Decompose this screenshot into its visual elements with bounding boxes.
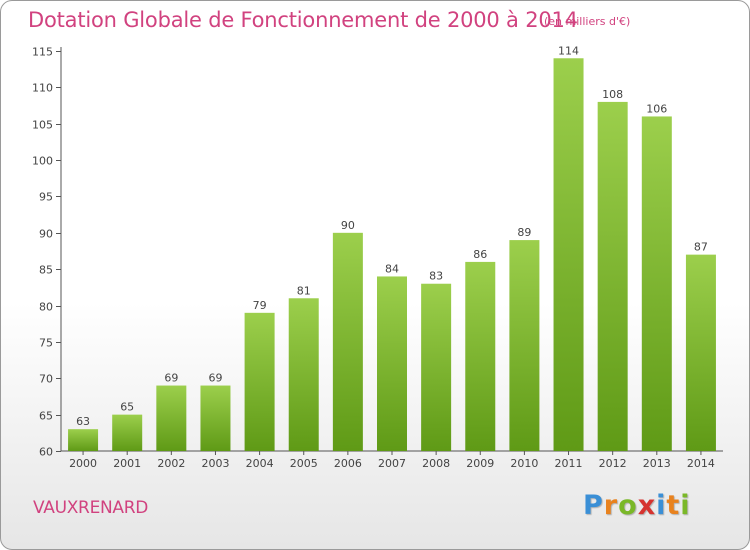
chart-title: Dotation Globale de Fonctionnement de 20… [28, 8, 578, 32]
bar-value-label: 83 [429, 270, 443, 283]
chart-value-labels: 63 65 69 69 79 81 90 84 83 86 89 114 108 106 87 [76, 44, 708, 428]
bar-value-label: 69 [164, 372, 178, 385]
x-tick-label: 2014 [687, 457, 715, 470]
bar [685, 254, 716, 451]
y-tick-label: 70 [39, 373, 53, 386]
bar-value-label: 86 [473, 248, 487, 261]
x-tick-label: 2008 [422, 457, 450, 470]
bar-value-label: 63 [76, 415, 90, 428]
logo-letter: i [680, 490, 691, 521]
chart-axes: 60 65 70 75 80 85 90 95 100 105 110 115 2000 2001 2002… [32, 46, 723, 470]
x-tick-label: 2003 [201, 457, 229, 470]
bar-value-label: 79 [253, 299, 267, 312]
chart-subtitle: (en milliers d'€) [544, 15, 631, 28]
bar-value-label: 114 [558, 44, 579, 57]
y-tick-label: 90 [39, 228, 53, 241]
bar-value-label: 65 [120, 401, 134, 414]
logo-letter: P [583, 490, 604, 521]
y-tick-label: 65 [39, 410, 53, 423]
y-tick-label: 60 [39, 446, 53, 459]
x-tick-label: 2009 [466, 457, 494, 470]
y-tick-label: 75 [39, 337, 53, 350]
bar [68, 429, 99, 451]
bar-value-label: 81 [297, 284, 311, 297]
bar [641, 116, 672, 452]
bar [288, 298, 319, 451]
bar [200, 385, 231, 451]
bar [112, 414, 143, 451]
logo-letter: o [618, 490, 638, 521]
y-tick-label: 105 [32, 119, 53, 132]
logo-letter: x [637, 490, 657, 521]
x-tick-label: 2010 [510, 457, 538, 470]
y-tick-label: 110 [32, 82, 53, 95]
x-tick-label: 2006 [334, 457, 362, 470]
commune-name: VAUXRENARD [33, 498, 149, 518]
bar [332, 232, 363, 451]
x-tick-label: 2002 [157, 457, 185, 470]
x-tick-label: 2000 [69, 457, 97, 470]
bar-value-label: 84 [385, 262, 399, 275]
x-tick-label: 2001 [113, 457, 141, 470]
bar-value-label: 87 [694, 241, 708, 254]
logo-letter: i [656, 490, 667, 521]
x-tick-label: 2004 [246, 457, 274, 470]
y-tick-label: 85 [39, 264, 53, 277]
proxiti-logo: Proxiti [583, 490, 691, 521]
chart-bars [68, 58, 716, 452]
y-tick-label: 95 [39, 191, 53, 204]
logo-letter: r [603, 490, 619, 521]
y-tick-label: 80 [39, 301, 53, 314]
bar-value-label: 69 [208, 372, 222, 385]
bar-value-label: 89 [517, 226, 531, 239]
x-tick-label: 2007 [378, 457, 406, 470]
logo-letter: t [666, 490, 681, 521]
y-tick-label: 115 [32, 46, 53, 59]
bar-value-label: 90 [341, 219, 355, 232]
x-tick-label: 2013 [643, 457, 671, 470]
bar [421, 283, 452, 451]
bar [597, 101, 628, 451]
bar-value-label: 106 [646, 102, 667, 115]
x-tick-label: 2012 [599, 457, 627, 470]
bar-value-label: 108 [602, 88, 623, 101]
bar [156, 385, 187, 451]
x-tick-label: 2011 [555, 457, 583, 470]
bar [509, 240, 540, 451]
x-tick-label: 2005 [290, 457, 318, 470]
bar [244, 312, 275, 451]
bar [465, 261, 496, 451]
bar [377, 276, 407, 451]
y-tick-label: 100 [32, 155, 53, 168]
bar [553, 58, 584, 451]
